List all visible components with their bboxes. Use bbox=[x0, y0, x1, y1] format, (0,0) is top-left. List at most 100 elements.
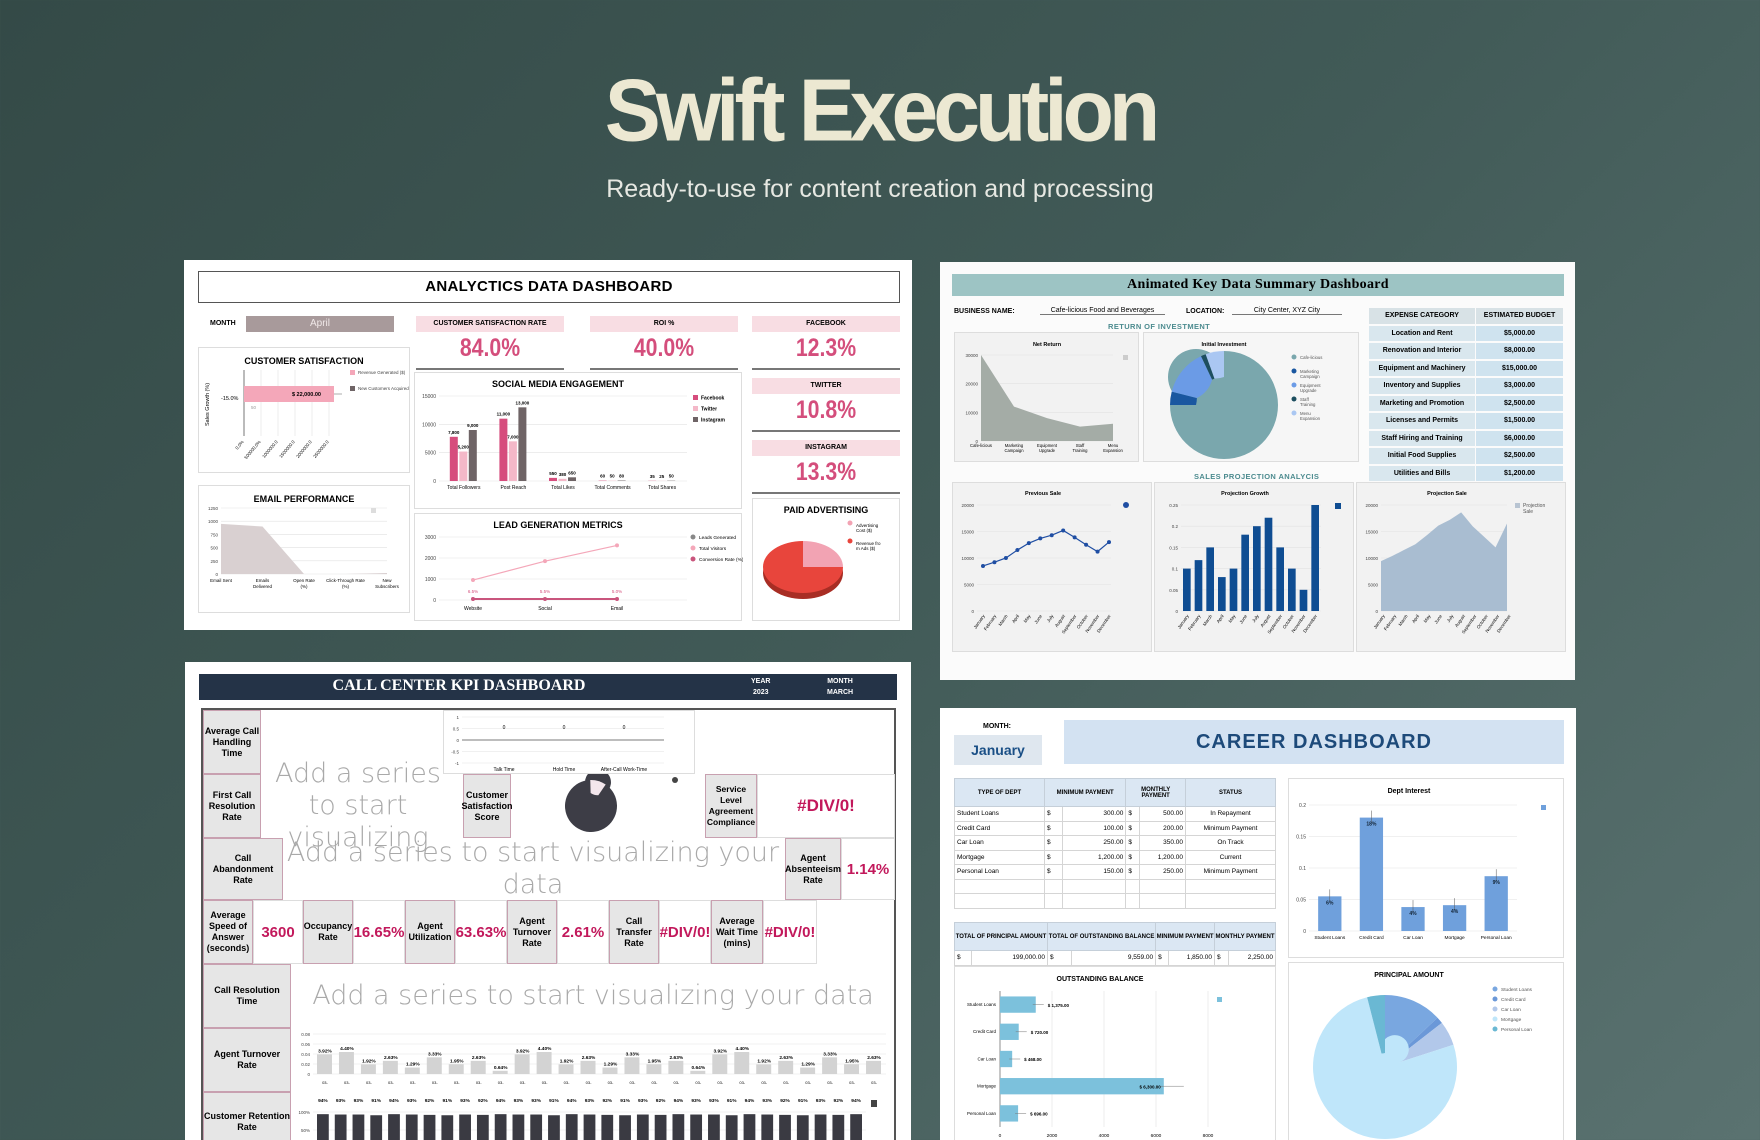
bar bbox=[448, 1064, 464, 1074]
x-tick-label: 2500000.0 bbox=[312, 439, 330, 459]
bar bbox=[426, 1057, 442, 1074]
y-tick-label: 1250 bbox=[208, 506, 219, 511]
y-tick-label: 0.05 bbox=[1296, 898, 1306, 904]
bar-data-label: 93% bbox=[407, 1098, 417, 1104]
x-tick-label: 500000.0% bbox=[243, 439, 261, 460]
column-header: MONTHLY PAYMENT bbox=[1214, 922, 1276, 951]
bar-data-label: 1.92% bbox=[757, 1058, 771, 1064]
kpi-label: ROI % bbox=[590, 316, 738, 332]
legend-swatch bbox=[371, 508, 376, 513]
table-cell: 500.00 bbox=[1138, 806, 1187, 822]
bar-data-label: 94% bbox=[851, 1098, 861, 1104]
month-field: MONTH MARCH bbox=[827, 678, 854, 696]
bar-data-label: 91% bbox=[727, 1098, 737, 1104]
bar-data-label: 5,200 bbox=[458, 445, 470, 450]
table-cell: 300.00 bbox=[1061, 806, 1127, 822]
net-return-panel: Net Return 30000 20000 10000 0 Cafe-licious Ma… bbox=[954, 332, 1139, 462]
legend-swatch bbox=[1123, 355, 1128, 360]
x-tick-label: April bbox=[1216, 614, 1225, 624]
currency-symbol: $ bbox=[953, 950, 973, 966]
currency-symbol: $ bbox=[1046, 950, 1072, 966]
x-tick-label: 03- bbox=[454, 1080, 460, 1085]
currency-symbol: $ bbox=[1044, 806, 1063, 822]
bar-data-label: $ 696.00 bbox=[1030, 1112, 1048, 1117]
currency-symbol: $ bbox=[1125, 864, 1140, 880]
x-tick-label: Click-Through Rate bbox=[326, 578, 365, 583]
column-header: MINIMUM PAYMENT bbox=[1043, 778, 1127, 807]
legend-label: Car Loan bbox=[1501, 1007, 1521, 1013]
legend-label: Advertising bbox=[856, 523, 879, 528]
month-select[interactable]: April bbox=[246, 316, 394, 332]
legend-label: Cafe-licious bbox=[1300, 355, 1322, 360]
x-tick-label: 03- bbox=[322, 1080, 328, 1085]
bar-data-label: 93% bbox=[585, 1098, 595, 1104]
empty-chart-placeholder: Add a series to start visualizing your d… bbox=[286, 837, 780, 900]
bar-data-label: 3.92% bbox=[516, 1048, 530, 1054]
bar bbox=[512, 1114, 525, 1140]
table-cell: Marketing and Promotion bbox=[1369, 395, 1476, 411]
x-tick-label: Total Likes bbox=[551, 485, 575, 491]
pie-slice bbox=[803, 541, 843, 567]
bar bbox=[568, 477, 576, 481]
bar-data-label: $ 468.00 bbox=[1024, 1057, 1042, 1062]
business-name-label: BUSINESS NAME: bbox=[954, 308, 1015, 315]
y-tick-label: 10000 bbox=[1365, 556, 1378, 561]
legend-swatch bbox=[690, 534, 696, 540]
retention-chart-panel: 100%50%0%94%93%93%91%94%93%92%91%93%92%9… bbox=[291, 1092, 895, 1140]
location-field[interactable]: City Center, XYZ City bbox=[1232, 307, 1342, 315]
kpi-label: Customer Retention Rate bbox=[203, 1092, 291, 1140]
kpi-value: #DIV/0! bbox=[763, 900, 817, 964]
y-tick-label: 0 bbox=[971, 609, 974, 614]
table-cell: $6,000.00 bbox=[1476, 430, 1563, 446]
bar-data-label: 94% bbox=[745, 1098, 755, 1104]
bar-data-label: 91% bbox=[443, 1098, 453, 1104]
legend-swatch bbox=[1492, 1016, 1498, 1022]
analytics-dashboard-card[interactable]: ANALYCTICS DATA DASHBOARD MONTH April CU… bbox=[184, 260, 912, 630]
projection-sale-chart: Projection Sale20000150001000050000Janua… bbox=[1365, 491, 1545, 635]
month-select[interactable]: January bbox=[954, 735, 1042, 765]
legend-label: Campaign bbox=[1300, 374, 1320, 379]
data-point bbox=[1015, 548, 1020, 553]
pie-slice bbox=[1313, 997, 1457, 1139]
bar-data-label: 2.63% bbox=[867, 1055, 881, 1061]
call-center-dashboard-card[interactable]: CALL CENTER KPI DASHBOARD YEAR 2023 MONTH… bbox=[185, 662, 911, 1140]
table-row: Renovation and Interior $8,000.00 bbox=[1369, 343, 1563, 359]
bar-data-label: 1.29% bbox=[801, 1062, 815, 1068]
bar-data-label: 94% bbox=[496, 1098, 506, 1104]
chart-title: Projection Growth bbox=[1221, 491, 1269, 497]
legend-swatch bbox=[1291, 354, 1297, 360]
x-tick-label: 03- bbox=[366, 1080, 372, 1085]
y-tick-label: 1000 bbox=[208, 519, 219, 524]
career-dashboard-card[interactable]: MONTH: January CAREER DASHBOARD TYPE OF … bbox=[940, 708, 1576, 1140]
table-cell: $1,200.00 bbox=[1476, 465, 1563, 481]
bar-data-label: 380 bbox=[559, 472, 567, 477]
bar bbox=[580, 1060, 596, 1074]
email-performance-panel: EMAIL PERFORMANCE 1250 1000 750 500 250 0 Emai… bbox=[198, 485, 410, 613]
y-tick-label: Credit Card bbox=[973, 1029, 997, 1034]
y-tick-label: 0.1 bbox=[1172, 567, 1179, 572]
chart-title: Dept Interest bbox=[1388, 788, 1431, 795]
legend-label: Revenue fro bbox=[856, 541, 881, 546]
projection-growth-panel: Projection Growth 0.25 0.2 0.15 0.1 0.05 0 Janu… bbox=[1154, 482, 1354, 652]
bar bbox=[778, 1060, 794, 1074]
business-name-field[interactable]: Cafe-licious Food and Beverages bbox=[1040, 307, 1165, 315]
chart-title: PRINCIPAL AMOUNT bbox=[1374, 972, 1444, 979]
bar-data-label: 9% bbox=[1493, 880, 1501, 886]
table-row: Marketing and Promotion $2,500.00 bbox=[1369, 395, 1563, 411]
bar-data-label: 93% bbox=[336, 1098, 346, 1104]
x-tick-label: New bbox=[382, 578, 392, 583]
kpi-label: INSTAGRAM bbox=[752, 440, 900, 456]
panel-title: SOCIAL MEDIA ENGAGEMENT bbox=[491, 379, 624, 389]
bar-data-label: 4% bbox=[1409, 911, 1417, 917]
kpi-label: Service Level Agreement Compliance bbox=[705, 774, 757, 838]
bar-data-label: 18% bbox=[1366, 822, 1377, 828]
data-point bbox=[1026, 541, 1031, 546]
investment-dashboard-card[interactable]: Animated Key Data Summary Dashboard BUSI… bbox=[940, 262, 1575, 680]
legend-label: Expansion bbox=[1300, 416, 1321, 421]
x-tick-label: February bbox=[1383, 613, 1398, 631]
table-cell bbox=[1061, 893, 1127, 909]
bar bbox=[1288, 568, 1296, 611]
bar-data-label: 60 bbox=[600, 474, 606, 479]
y-tick-label: 3000 bbox=[425, 535, 436, 541]
x-tick-label: 03- bbox=[673, 1080, 679, 1085]
